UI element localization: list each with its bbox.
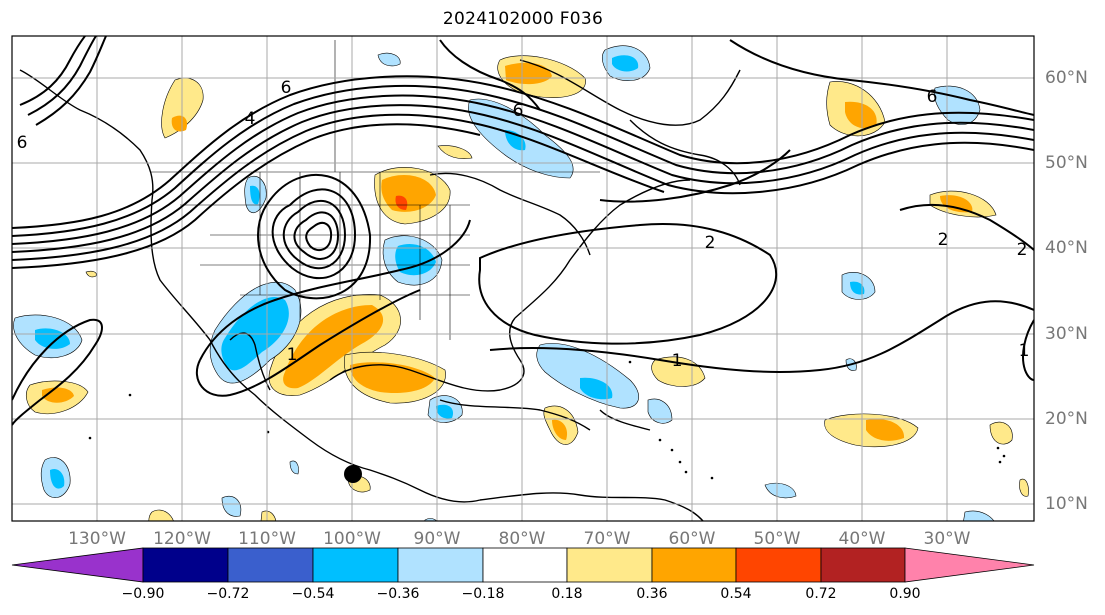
coastline-layer xyxy=(19,59,741,521)
colorbar-tick: 0.72 xyxy=(805,586,837,602)
anomaly-fill-layer xyxy=(13,45,1029,521)
lon-label: 110°W xyxy=(238,529,296,549)
lon-label: 130°W xyxy=(68,529,126,549)
contour-label: 6 xyxy=(17,133,28,153)
contour-label: 6 xyxy=(927,87,938,107)
contour-label: 4 xyxy=(245,109,256,129)
contour-layer xyxy=(12,36,1034,426)
contour-label-layer: 6 6 6 2 2 2 1 1 1 4 6 xyxy=(17,78,1030,371)
contour-label: 1 xyxy=(287,345,298,365)
contour-label: 1 xyxy=(1019,341,1030,361)
contour-label: 2 xyxy=(705,233,716,253)
contour-label: 2 xyxy=(938,230,949,250)
lon-label: 90°W xyxy=(413,529,461,549)
contour-label: 1 xyxy=(672,351,683,371)
colorbar-tick: −0.72 xyxy=(206,586,250,602)
lon-label: 60°W xyxy=(668,529,716,549)
lon-label: 30°W xyxy=(923,529,971,549)
lon-label: 50°W xyxy=(753,529,801,549)
map-frame xyxy=(11,35,1035,522)
lon-label: 100°W xyxy=(323,529,381,549)
lat-label: 20°N xyxy=(1045,409,1088,429)
lat-label: 30°N xyxy=(1045,324,1088,344)
colorbar-tick: 0.36 xyxy=(636,586,668,602)
lat-label: 50°N xyxy=(1045,153,1088,173)
colorbar-tick: −0.18 xyxy=(461,586,505,602)
lon-label: 40°W xyxy=(838,529,886,549)
contour-label: 6 xyxy=(513,101,524,121)
colorbar-tick: −0.36 xyxy=(376,586,420,602)
colorbar-tick: 0.18 xyxy=(551,586,583,602)
contour-label: 6 xyxy=(281,78,292,98)
colorbar-tick: −0.90 xyxy=(121,586,165,602)
lat-label: 10°N xyxy=(1045,494,1088,514)
colorbar-tick: 0.54 xyxy=(720,586,752,602)
colorbar xyxy=(11,547,1035,583)
location-marker xyxy=(344,465,362,483)
lon-label: 70°W xyxy=(583,529,631,549)
lat-label: 60°N xyxy=(1045,68,1088,88)
map-panel: 6 6 6 2 2 2 1 1 1 4 6 xyxy=(12,36,1034,521)
contour-label: 2 xyxy=(1017,240,1028,260)
lon-label: 80°W xyxy=(498,529,546,549)
lat-label: 40°N xyxy=(1045,238,1088,258)
colorbar-tick: −0.54 xyxy=(291,586,335,602)
map-title: 2024102000 F036 xyxy=(442,9,604,29)
lon-label: 120°W xyxy=(153,529,211,549)
colorbar-tick: 0.90 xyxy=(889,586,921,602)
